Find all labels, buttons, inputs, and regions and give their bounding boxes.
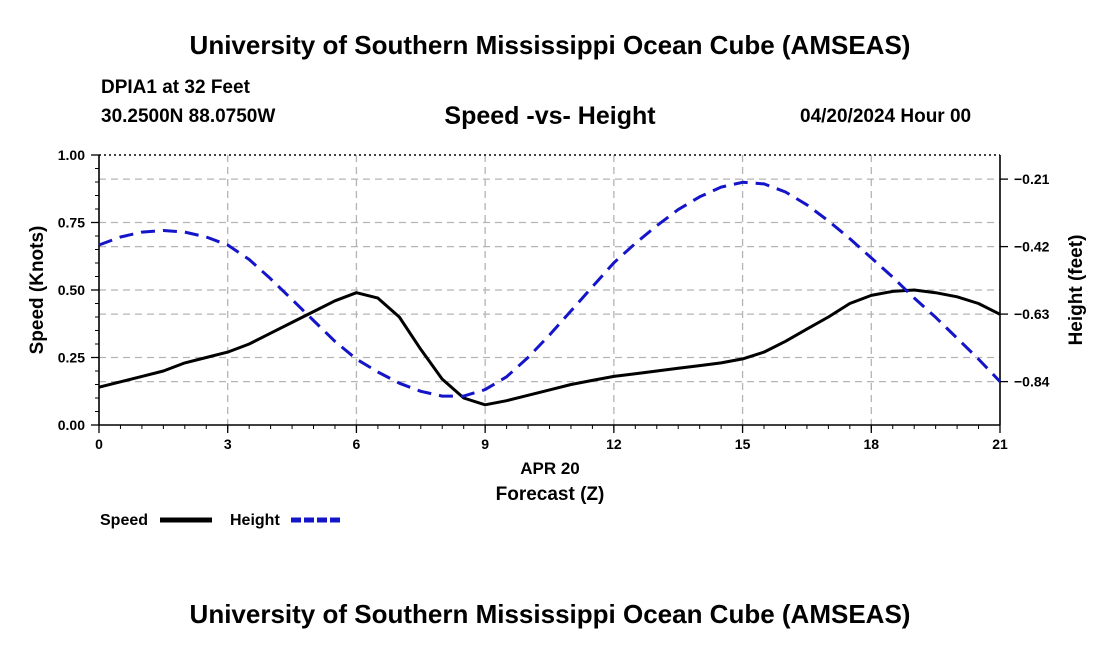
- y-left-tick-label: 0.25: [58, 350, 85, 366]
- x-tick-label: 3: [224, 436, 232, 452]
- y-right-tick-label: −0.63: [1014, 306, 1050, 322]
- x-tick-label: 21: [992, 436, 1008, 452]
- legend-label-speed: Speed: [100, 512, 148, 529]
- chart-title-top: University of Southern Mississippi Ocean…: [189, 30, 911, 60]
- y-right-axis-label: Height (feet): [1066, 235, 1087, 346]
- y-left-tick-label: 0.00: [58, 417, 85, 433]
- series-line-speed: [98, 288, 1001, 407]
- y-left-axis-label: Speed (Knots): [27, 226, 48, 355]
- y-right-tick-label: −0.84: [1014, 374, 1050, 390]
- x-tick-label: 0: [95, 436, 103, 452]
- datetime-label: 04/20/2024 Hour 00: [800, 106, 972, 127]
- y-left-tick-label: 0.50: [58, 282, 85, 298]
- station-label: DPIA1 at 32 Feet: [101, 77, 250, 98]
- x-tick-label: 6: [353, 436, 361, 452]
- series-line-height: [98, 180, 1002, 398]
- date-label: APR 20: [520, 459, 580, 478]
- legend-label-height: Height: [230, 512, 280, 529]
- y-right-tick-label: −0.21: [1014, 171, 1050, 187]
- coordinates-label: 30.2500N 88.0750W: [101, 106, 276, 127]
- plot-title: Speed -vs- Height: [444, 102, 656, 130]
- x-tick-label: 12: [606, 436, 622, 452]
- x-tick-label: 18: [863, 436, 879, 452]
- y-left-tick-label: 1.00: [58, 147, 85, 163]
- x-tick-label: 15: [735, 436, 751, 452]
- x-axis-label: Forecast (Z): [496, 484, 605, 505]
- x-tick-label: 9: [481, 436, 489, 452]
- y-left-tick-label: 0.75: [58, 215, 85, 231]
- y-right-tick-label: −0.42: [1014, 239, 1050, 255]
- chart-title-bottom: University of Southern Mississippi Ocean…: [189, 599, 911, 629]
